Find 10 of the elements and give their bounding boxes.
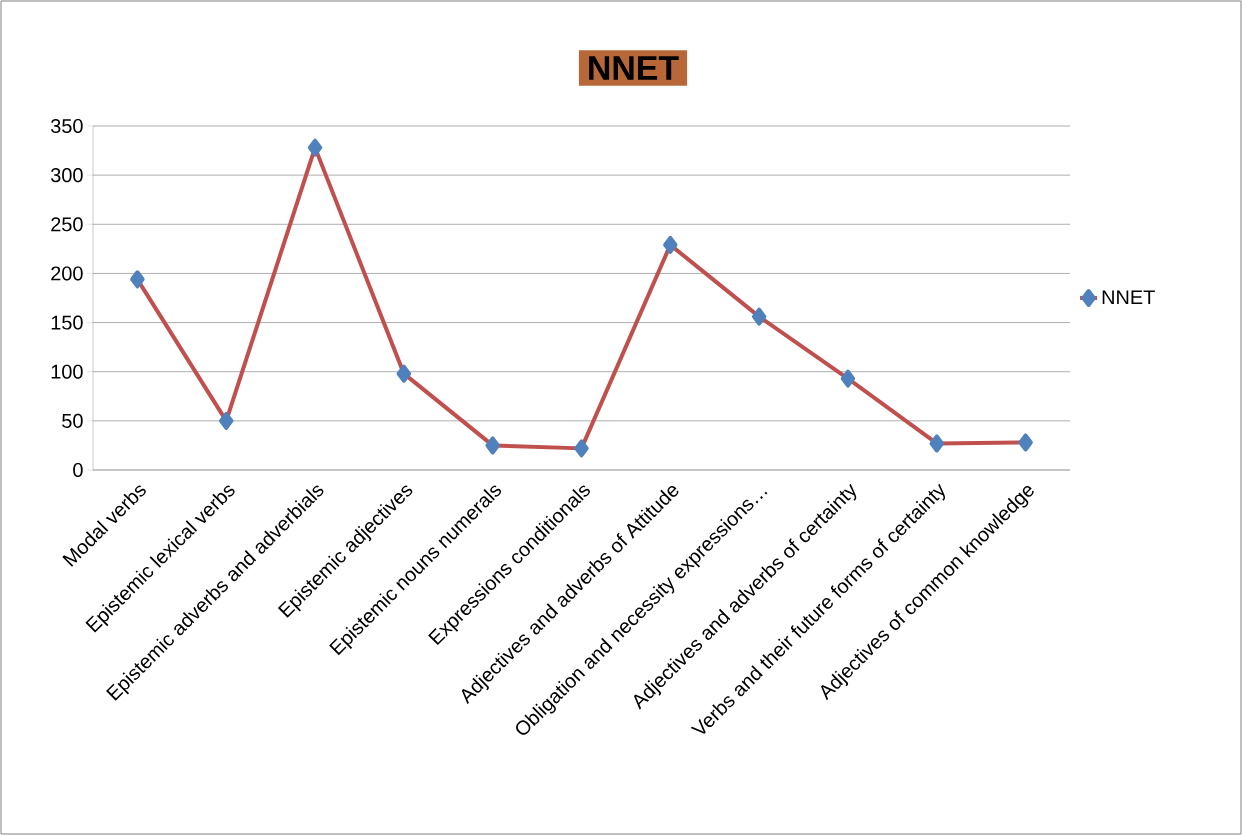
y-tick-label: 0 — [73, 462, 83, 478]
legend-label: NNET — [1102, 290, 1155, 305]
y-tick-label: 200 — [51, 266, 83, 281]
chart-title: NNET — [589, 56, 679, 80]
y-tick-label: 150 — [51, 315, 83, 330]
y-tick-label: 350 — [51, 118, 83, 134]
y-tick-label: 100 — [51, 364, 83, 379]
y-tick-label: 250 — [51, 217, 83, 232]
y-tick-label: 50 — [62, 413, 83, 428]
y-tick-label: 300 — [51, 168, 83, 183]
